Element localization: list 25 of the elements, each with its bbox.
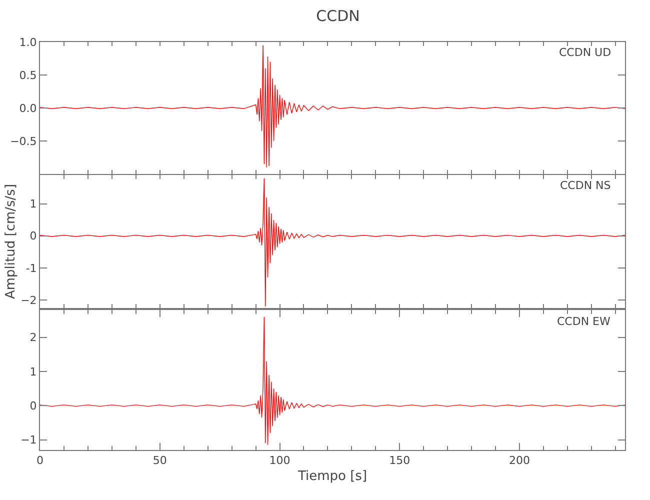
line-series	[40, 44, 625, 168]
chart-title: CCDN	[316, 7, 360, 26]
y-tick-label: -1	[26, 262, 37, 275]
annotation: CCDN UD	[559, 46, 612, 59]
x-tick-label: 100	[269, 454, 290, 468]
y-axis-title: Amplitud [cm/s/s]	[4, 184, 19, 300]
x-tick-label: 50	[152, 454, 167, 468]
y-tick-label: −0.5	[10, 134, 37, 148]
x-tick-label: 200	[509, 454, 530, 468]
y-tick-label: −1	[20, 434, 37, 447]
y-tick-label: 0	[30, 230, 37, 243]
x-tick-label: 150	[389, 454, 410, 468]
y-tick-label: 0	[30, 399, 37, 412]
line-series	[40, 178, 625, 307]
y-tick-label: 2	[30, 331, 37, 344]
y-tick-label: −2	[20, 294, 37, 307]
y-tick-label: 0.5	[19, 68, 37, 82]
y-tick-label: 0.0	[19, 102, 37, 115]
y-tick-label: 1	[30, 365, 37, 378]
line-series	[40, 316, 625, 446]
x-axis-title: Tiempo [s]	[296, 468, 368, 484]
annotation: CCDN EW	[557, 315, 611, 328]
y-tick-label: 1	[30, 198, 37, 211]
annotation: CCDN NS	[560, 179, 611, 192]
y-tick-label: 1.0	[19, 36, 37, 49]
